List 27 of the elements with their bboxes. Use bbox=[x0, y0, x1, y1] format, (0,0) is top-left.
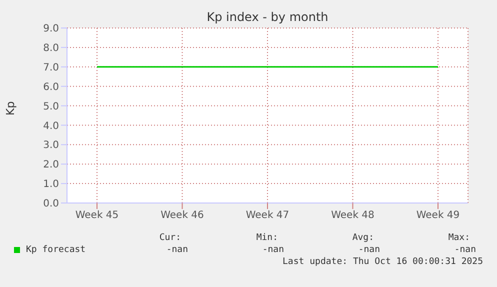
text: Cur: bbox=[159, 233, 181, 243]
x-tick-label: Week 48 bbox=[331, 210, 374, 222]
x-tick-label: Week 47 bbox=[246, 210, 290, 222]
y-tick-label: 8.0 bbox=[43, 42, 59, 54]
text: -nan bbox=[358, 245, 380, 255]
text: Avg: bbox=[352, 233, 374, 243]
x-tick-label: Week 46 bbox=[160, 210, 204, 222]
y-tick-label: 4.0 bbox=[43, 120, 59, 132]
y-axis-title: Kp bbox=[4, 101, 17, 116]
y-tick-label: 1.0 bbox=[43, 179, 59, 190]
y-tick-label: 3.0 bbox=[43, 140, 59, 152]
y-tick-label: 9.0 bbox=[43, 24, 59, 35]
legend-label: Kp forecast bbox=[25, 245, 86, 255]
chart-title: Kp index - by month bbox=[206, 10, 330, 24]
y-tick-label: 6.0 bbox=[43, 82, 59, 93]
text: Min: bbox=[256, 233, 278, 243]
x-tick-label: Week 45 bbox=[75, 210, 119, 222]
x-tick-label: Week 49 bbox=[416, 210, 460, 222]
text: Max: bbox=[448, 233, 470, 243]
y-tick-label: 0.0 bbox=[43, 198, 59, 210]
text: -nan bbox=[454, 245, 476, 255]
text: -nan bbox=[262, 245, 284, 255]
text: Last update: Thu Oct 16 00:00:31 2025 bbox=[282, 257, 483, 267]
y-tick-label: 5.0 bbox=[43, 101, 59, 112]
text: -nan bbox=[166, 245, 188, 255]
y-tick-label: 2.0 bbox=[43, 160, 59, 171]
y-tick-label: 7.0 bbox=[43, 62, 59, 74]
